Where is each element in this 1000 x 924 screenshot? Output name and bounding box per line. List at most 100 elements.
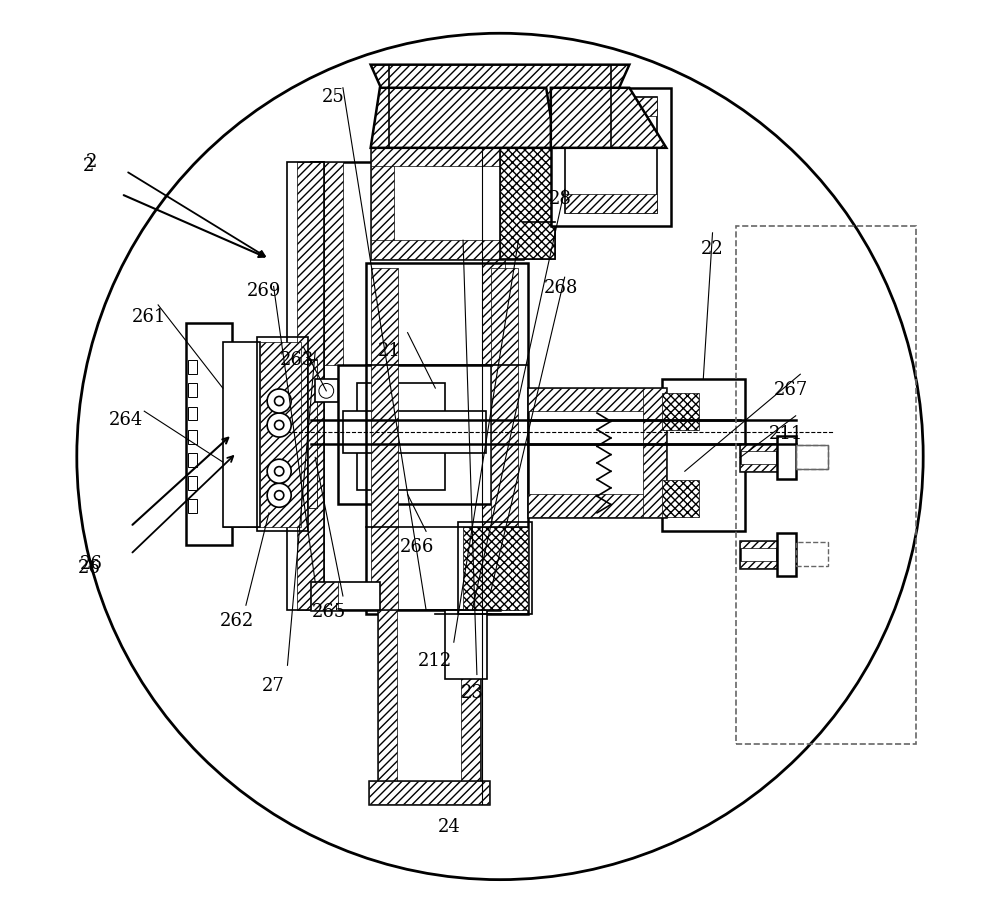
Bar [796, 542, 828, 566]
Circle shape [267, 389, 291, 413]
Bar [257, 337, 308, 531]
Bar [528, 388, 666, 517]
Bar [338, 365, 491, 504]
Circle shape [77, 33, 923, 880]
Bar [311, 582, 380, 610]
Bar [188, 453, 197, 467]
Bar [500, 148, 555, 259]
Text: 26: 26 [80, 554, 103, 573]
Circle shape [275, 396, 284, 406]
Text: 27: 27 [262, 676, 285, 695]
Bar [666, 383, 740, 527]
Text: 212: 212 [418, 651, 452, 670]
Text: 22: 22 [701, 240, 724, 259]
Bar [491, 268, 518, 610]
Bar [662, 393, 699, 430]
Bar [378, 610, 397, 785]
Bar [287, 162, 324, 610]
Bar [188, 360, 197, 374]
Bar [308, 360, 317, 508]
Bar [371, 268, 398, 610]
Bar [188, 407, 197, 420]
Bar [662, 379, 745, 531]
Bar [500, 148, 523, 259]
Bar [551, 88, 671, 226]
Polygon shape [551, 88, 666, 148]
Bar [369, 781, 489, 804]
Bar [371, 240, 523, 259]
Bar [188, 383, 197, 397]
Bar [736, 226, 916, 744]
Bar [740, 541, 777, 548]
Bar [357, 383, 445, 490]
Bar [223, 342, 260, 527]
Text: 2: 2 [86, 152, 97, 171]
Bar [500, 148, 555, 259]
Bar [366, 263, 528, 614]
Text: 23: 23 [461, 684, 484, 702]
Bar [565, 194, 657, 213]
Bar [458, 522, 532, 614]
Bar [528, 388, 666, 411]
Bar [188, 499, 197, 513]
Bar [260, 342, 301, 527]
Text: 2: 2 [83, 157, 95, 176]
Circle shape [267, 413, 291, 437]
Text: 28: 28 [549, 189, 571, 208]
Bar [369, 781, 489, 804]
Text: 21: 21 [378, 342, 401, 360]
Bar [311, 162, 500, 610]
Bar [308, 360, 317, 508]
Text: 26: 26 [77, 559, 100, 578]
Text: 25: 25 [322, 88, 345, 106]
Bar [311, 162, 324, 365]
Text: 266: 266 [400, 538, 434, 556]
Bar [740, 561, 777, 568]
Circle shape [267, 459, 291, 483]
Bar [188, 476, 197, 490]
Bar [186, 323, 232, 545]
Text: 211: 211 [769, 425, 804, 444]
Bar [796, 445, 828, 469]
Bar [740, 444, 777, 471]
Bar [320, 162, 343, 365]
Text: 24: 24 [438, 818, 461, 836]
Text: 262: 262 [220, 612, 254, 630]
Bar [445, 610, 487, 679]
Text: 269: 269 [247, 282, 282, 300]
Bar [482, 162, 505, 610]
Bar [777, 436, 796, 479]
Bar [463, 527, 528, 610]
Bar [449, 614, 482, 675]
Bar [188, 430, 197, 444]
Bar [777, 533, 796, 576]
Bar [371, 148, 523, 259]
Bar [565, 97, 657, 116]
Text: 265: 265 [312, 602, 346, 621]
Bar [343, 370, 486, 499]
Bar [740, 464, 777, 471]
Bar [311, 582, 338, 610]
Bar [297, 162, 324, 610]
Bar [662, 480, 699, 517]
Bar [528, 494, 666, 517]
Bar [796, 445, 828, 469]
Text: 263: 263 [280, 351, 314, 370]
Text: 264: 264 [109, 411, 143, 430]
Polygon shape [371, 88, 555, 148]
Bar [740, 444, 777, 451]
Polygon shape [371, 65, 629, 148]
Bar [643, 388, 666, 517]
Circle shape [275, 491, 284, 500]
Bar [223, 351, 260, 407]
Bar [461, 610, 480, 785]
Bar [555, 92, 666, 222]
Bar [223, 471, 260, 527]
Circle shape [275, 420, 284, 430]
Bar [740, 541, 777, 568]
Circle shape [275, 467, 284, 476]
Text: 267: 267 [774, 381, 808, 399]
Bar [371, 148, 523, 166]
Bar [343, 411, 486, 453]
Text: 261: 261 [132, 308, 166, 326]
